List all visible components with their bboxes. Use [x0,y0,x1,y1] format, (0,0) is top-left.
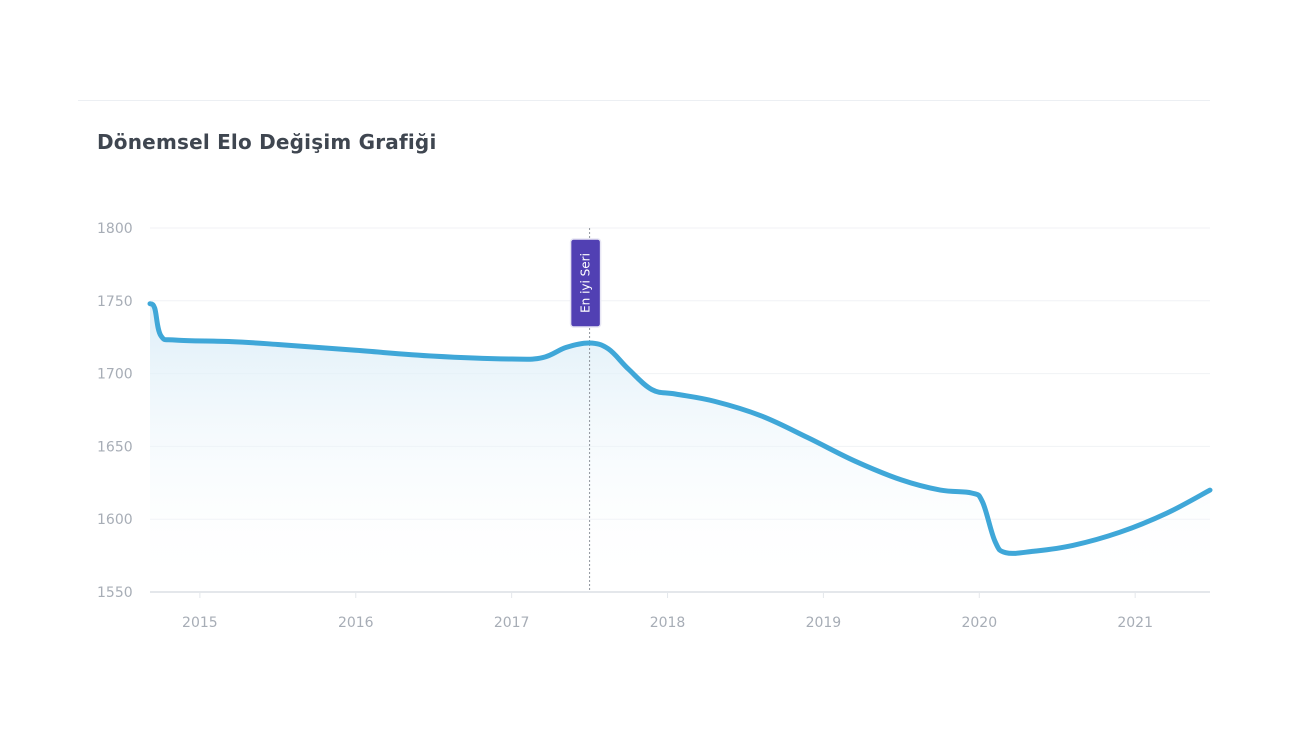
chart-title: Dönemsel Elo Değişim Grafiği [97,130,437,154]
y-tick-label: 1550 [97,585,133,601]
x-tick-label: 2017 [494,615,530,631]
x-tick-label: 2021 [1117,615,1153,631]
y-tick-label: 1750 [97,294,133,310]
x-tick-label: 2015 [182,615,218,631]
series-line [147,301,1213,556]
annotation-badge: En iyi Seri [569,238,602,328]
x-tick-label: 2019 [806,615,842,631]
y-tick-label: 1600 [97,512,133,528]
y-tick-label: 1800 [97,221,133,237]
annotation-label: En iyi Seri [579,253,593,313]
y-tick-label: 1650 [97,439,133,455]
chart-card [78,100,1210,661]
y-tick-label: 1700 [97,367,133,383]
x-tick-label: 2020 [961,615,997,631]
x-tick-label: 2016 [338,615,374,631]
series-area [150,303,1210,592]
annotation-badge-bg [569,238,602,328]
x-tick-label: 2018 [650,615,686,631]
